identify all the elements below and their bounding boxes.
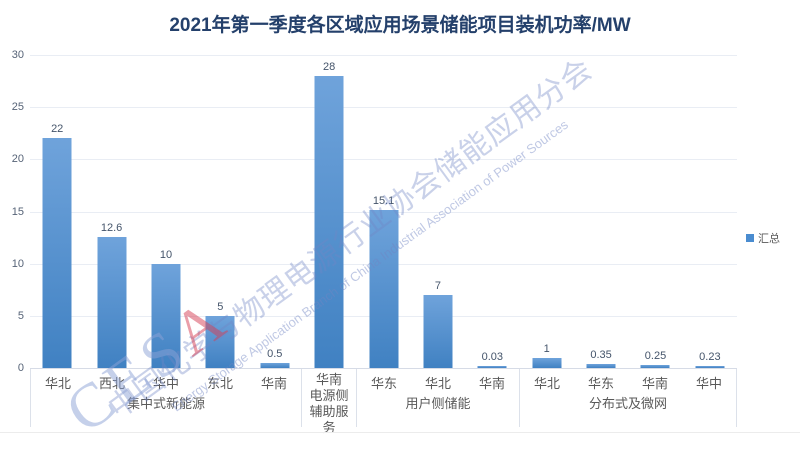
bar-value-label: 12.6: [100, 221, 123, 234]
y-axis: 0 5 10 15 20 25 30: [0, 49, 24, 374]
bar: [314, 75, 344, 368]
y-tick-label: 20: [11, 153, 24, 166]
bar: [477, 366, 507, 368]
bar: [423, 294, 453, 368]
x-axis-group: 华南 电源侧辅助服务: [301, 369, 356, 435]
bar-slot: 1: [520, 55, 574, 368]
bar-slot: 0.23: [683, 55, 737, 368]
x-category-label: 华南: [315, 372, 342, 387]
legend-swatch-icon: [746, 234, 754, 242]
x-group-label: 集中式新能源: [126, 396, 205, 411]
bar-slot: 0.5: [248, 55, 302, 368]
bar-value-label: 0.5: [267, 347, 283, 360]
bar: [640, 365, 670, 368]
bar: [42, 138, 72, 368]
bar-value-label: 10: [159, 248, 173, 261]
x-axis: 华北 西北 华中 东北 华南 集中式新能源 华南 电源侧辅助服务 华东 华北 华南 用户侧储能 华北 华东…: [30, 368, 737, 435]
x-category-label: 华北: [44, 376, 71, 391]
chart-title: 2021年第一季度各区域应用场景储能项目装机功率/MW: [169, 15, 631, 36]
y-tick-label: 5: [17, 309, 24, 322]
bar-slot: 15.1: [356, 55, 410, 368]
x-category-row: 华东 华北 华南: [357, 369, 519, 396]
bar: [260, 362, 290, 368]
bars-row: 22 12.6 10 5 0.5 28 15.1 7 0.03 1 0.35 0.25 0.23: [30, 55, 737, 368]
gridline: [30, 107, 737, 109]
y-tick-label: 30: [11, 49, 24, 61]
y-tick-label: 10: [11, 257, 24, 270]
bar-slot: 28: [302, 55, 356, 368]
bar-slot: 22: [30, 55, 84, 368]
x-category-label: 华中: [152, 376, 179, 391]
x-group-label: 分布式及微网: [588, 396, 667, 411]
x-category-label: 华南: [260, 376, 287, 391]
bar-value-label: 22: [51, 123, 64, 136]
bar-slot: 12.6: [84, 55, 138, 368]
bar-slot: 5: [193, 55, 247, 368]
x-category-label: 华中: [695, 376, 722, 391]
bar-slot: 0.03: [465, 55, 519, 368]
bar: [532, 357, 562, 368]
bar-value-label: 5: [217, 300, 224, 313]
bar: [205, 315, 235, 368]
bar-value-label: 0.25: [644, 350, 667, 363]
bar: [97, 236, 127, 368]
x-category-label: 华北: [533, 376, 560, 391]
x-category-label: 西北: [98, 376, 125, 391]
x-category-label: 华东: [370, 376, 397, 391]
x-category-label: 东北: [206, 376, 233, 391]
gridline: [30, 159, 737, 161]
bar-value-label: 15.1: [372, 195, 395, 208]
x-group-label: 用户侧储能: [405, 396, 471, 411]
bar: [586, 364, 616, 368]
x-category-row: 华北 西北 华中 东北 华南: [31, 369, 301, 396]
bar: [695, 365, 725, 368]
legend: 汇总: [746, 230, 780, 246]
bar-slot: 0.35: [574, 55, 628, 368]
y-tick-label: 15: [11, 205, 24, 218]
x-axis-group: 华北 华东 华南 华中分布式及微网: [519, 369, 737, 427]
bar-slot: 7: [411, 55, 465, 368]
gridline: [30, 55, 737, 56]
bar: [369, 210, 399, 368]
bar-value-label: 1: [543, 342, 550, 355]
legend-label: 汇总: [758, 233, 780, 245]
x-category-row: 华北 华东 华南 华中: [520, 369, 736, 396]
x-axis-group: 华北 西北 华中 东北 华南集中式新能源: [30, 369, 301, 427]
bar-slot: 10: [139, 55, 193, 368]
bar: [151, 263, 181, 368]
bottom-divider: [0, 432, 800, 433]
bar-value-label: 0.23: [699, 350, 721, 363]
x-category-label: 华东: [587, 376, 614, 391]
bar-value-label: 7: [434, 279, 441, 292]
bar-value-label: 0.03: [481, 351, 504, 363]
y-tick-label: 25: [11, 101, 24, 114]
x-axis-group: 华东 华北 华南 用户侧储能: [356, 369, 519, 427]
x-category-label: 华南: [478, 376, 505, 391]
y-tick-label: 0: [17, 362, 24, 374]
bar-value-label: 0.35: [590, 349, 612, 362]
x-category-label: 华北: [424, 376, 451, 391]
bar-slot: 0.25: [628, 55, 682, 368]
x-category-label: 华南: [641, 376, 668, 391]
plot-area: 22 12.6 10 5 0.5 28 15.1 7 0.03 1 0.35 0.25 0.23: [30, 55, 737, 368]
bar-value-label: 28: [323, 60, 336, 73]
x-category-row: 华南: [302, 369, 356, 388]
x-group-label: 电源侧辅助服务: [309, 388, 349, 435]
